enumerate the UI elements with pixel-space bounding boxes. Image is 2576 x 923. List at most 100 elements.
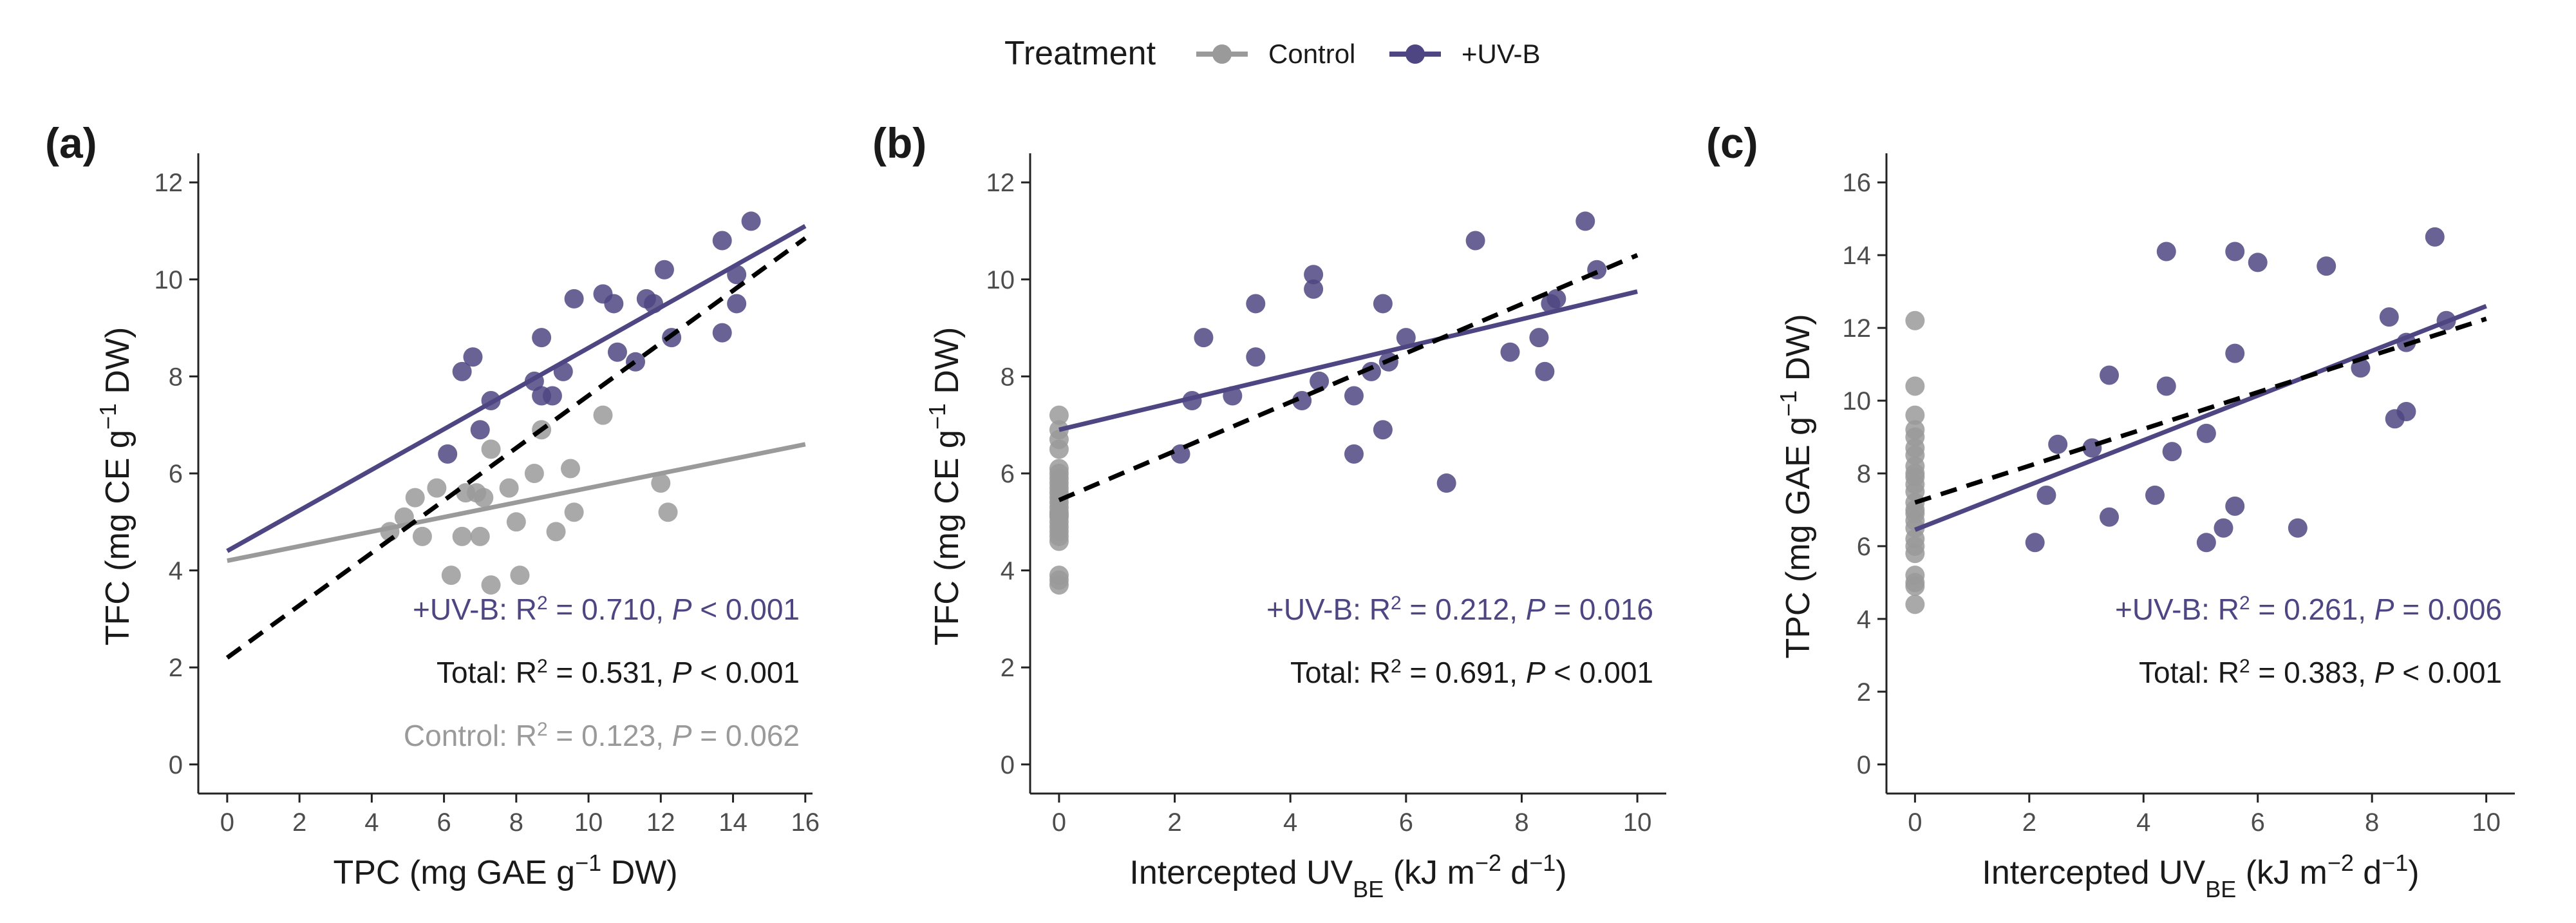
data-point (453, 527, 472, 546)
y-tick-label: 6 (1001, 460, 1015, 488)
data-point (1049, 430, 1069, 449)
y-tick-label: 8 (1001, 363, 1015, 391)
data-point (474, 488, 493, 508)
data-point (1344, 386, 1364, 406)
series-uvb (438, 211, 760, 463)
data-point (463, 347, 482, 366)
data-point (713, 323, 732, 343)
data-point (406, 488, 425, 508)
data-point (1905, 428, 1924, 447)
y-tick-label: 2 (1001, 654, 1015, 682)
x-tick-label: 6 (2251, 808, 2265, 837)
data-point (2380, 307, 2399, 327)
data-point (1246, 347, 1265, 366)
data-point (565, 289, 584, 309)
x-tick-label: 8 (2365, 808, 2379, 837)
x-tick-label: 14 (719, 808, 747, 837)
panel-label: (a) (45, 119, 97, 167)
data-point (1529, 328, 1548, 347)
y-tick-label: 0 (169, 751, 183, 779)
x-tick-label: 4 (2136, 808, 2150, 837)
data-point (1049, 531, 1069, 551)
data-point (543, 386, 562, 406)
data-point (2157, 242, 2176, 261)
data-point (1049, 464, 1069, 483)
data-point (2026, 533, 2045, 552)
data-point (727, 294, 746, 313)
data-point (532, 328, 551, 347)
data-point (604, 294, 623, 313)
x-tick-label: 12 (646, 808, 675, 837)
legend: Treatment Control +UV-B (1004, 35, 1541, 72)
data-point (2225, 344, 2244, 363)
x-tick-label: 6 (437, 808, 451, 837)
data-point (594, 406, 613, 425)
y-tick-label: 8 (169, 363, 183, 391)
y-tick-label: 4 (1001, 557, 1015, 585)
data-point (1905, 537, 1924, 556)
y-tick-label: 4 (169, 557, 183, 585)
data-point (1437, 473, 1456, 493)
data-point (2145, 486, 2165, 505)
data-point (2225, 497, 2244, 516)
data-point (427, 479, 446, 498)
y-axis-title: TFC (mg CE g−1 DW) (95, 327, 137, 646)
data-point (1049, 406, 1069, 425)
data-point (2225, 242, 2244, 261)
data-point (2248, 252, 2268, 272)
data-point (1304, 265, 1323, 284)
data-point (2163, 442, 2182, 461)
x-tick-label: 0 (1052, 808, 1066, 837)
x-tick-label: 2 (1167, 808, 1181, 837)
x-tick-label: 16 (791, 808, 820, 837)
data-point (1905, 595, 1924, 614)
data-point (2317, 256, 2336, 276)
data-point (2288, 519, 2308, 538)
legend-uvb-label: +UV-B (1462, 39, 1541, 69)
stat-annotation: Total: R2 = 0.383, P < 0.001 (2139, 656, 2502, 690)
y-tick-label: 14 (1843, 242, 1872, 270)
x-tick-label: 10 (1623, 808, 1652, 837)
x-tick-label: 4 (364, 808, 379, 837)
data-point (438, 444, 457, 464)
y-tick-label: 10 (1843, 387, 1872, 415)
data-point (1049, 571, 1069, 590)
data-point (2036, 486, 2056, 505)
legend-item-uvb: +UV-B (1389, 39, 1541, 69)
data-point (482, 439, 501, 459)
y-tick-label: 12 (155, 169, 183, 197)
data-point (1373, 420, 1393, 439)
x-axis-title: Intercepted UVBE (kJ m−2 d−1) (1129, 850, 1566, 902)
x-tick-label: 2 (292, 808, 306, 837)
data-point (1905, 376, 1924, 395)
data-point (1373, 294, 1393, 313)
data-point (1049, 505, 1069, 524)
data-point (2100, 366, 2119, 385)
data-point (2157, 376, 2176, 395)
panel-label: (c) (1706, 119, 1758, 167)
data-point (510, 566, 529, 585)
data-point (1194, 328, 1213, 347)
panel-label: (b) (872, 119, 926, 167)
y-tick-label: 4 (1857, 605, 1871, 634)
legend-title: Treatment (1004, 35, 1156, 72)
y-tick-label: 10 (986, 266, 1015, 294)
data-point (413, 527, 432, 546)
y-tick-label: 2 (1857, 678, 1871, 707)
stat-annotation: Total: R2 = 0.691, P < 0.001 (1290, 656, 1653, 690)
x-tick-label: 6 (1399, 808, 1413, 837)
data-point (471, 420, 490, 439)
data-point (442, 566, 461, 585)
data-point (2396, 402, 2416, 421)
data-point (1500, 343, 1519, 362)
y-tick-label: 6 (169, 460, 183, 488)
data-point (547, 522, 566, 541)
legend-control-marker (1212, 44, 1232, 64)
panel-b: (b)0 2 4 6 8 10024681012+UV-B: R2 = 0.212, P … (872, 119, 1666, 902)
data-point (507, 512, 526, 531)
legend-uvb-marker (1406, 44, 1425, 64)
data-point (2197, 424, 2216, 443)
data-point (500, 479, 519, 498)
data-point (2214, 519, 2233, 538)
y-tick-label: 0 (1857, 751, 1871, 779)
